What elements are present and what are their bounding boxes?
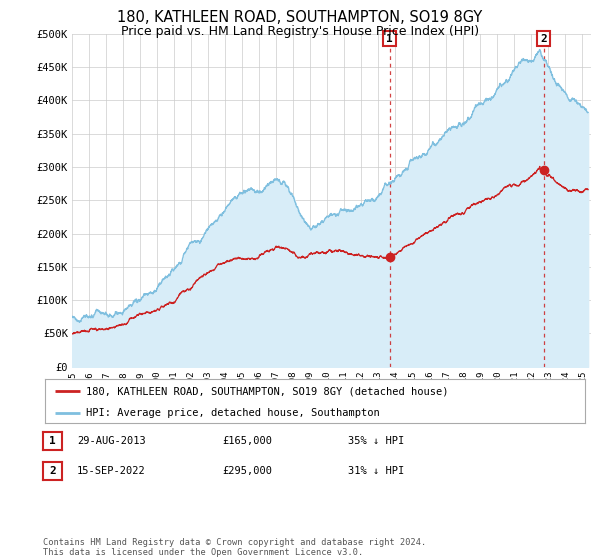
Text: 180, KATHLEEN ROAD, SOUTHAMPTON, SO19 8GY (detached house): 180, KATHLEEN ROAD, SOUTHAMPTON, SO19 8G… [86,386,448,396]
Text: HPI: Average price, detached house, Southampton: HPI: Average price, detached house, Sout… [86,408,379,418]
Text: £165,000: £165,000 [222,436,272,446]
Text: 2: 2 [49,466,56,476]
Text: £295,000: £295,000 [222,466,272,476]
Text: Contains HM Land Registry data © Crown copyright and database right 2024.
This d: Contains HM Land Registry data © Crown c… [43,538,427,557]
Text: 35% ↓ HPI: 35% ↓ HPI [348,436,404,446]
Text: 2: 2 [540,34,547,44]
Text: 31% ↓ HPI: 31% ↓ HPI [348,466,404,476]
Text: 1: 1 [386,34,393,44]
Text: 15-SEP-2022: 15-SEP-2022 [77,466,146,476]
Text: 1: 1 [49,436,56,446]
Text: 29-AUG-2013: 29-AUG-2013 [77,436,146,446]
Text: 180, KATHLEEN ROAD, SOUTHAMPTON, SO19 8GY: 180, KATHLEEN ROAD, SOUTHAMPTON, SO19 8G… [118,10,482,25]
Text: Price paid vs. HM Land Registry's House Price Index (HPI): Price paid vs. HM Land Registry's House … [121,25,479,38]
